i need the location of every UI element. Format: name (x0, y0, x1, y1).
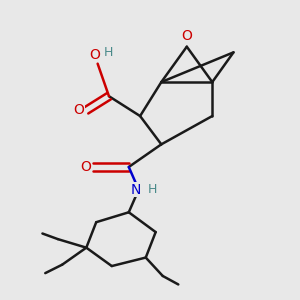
Text: H: H (104, 46, 113, 59)
Text: O: O (73, 103, 84, 117)
Text: N: N (131, 183, 141, 196)
Text: O: O (89, 48, 100, 62)
Text: O: O (80, 160, 91, 174)
Text: O: O (182, 29, 192, 43)
Text: H: H (148, 183, 157, 196)
